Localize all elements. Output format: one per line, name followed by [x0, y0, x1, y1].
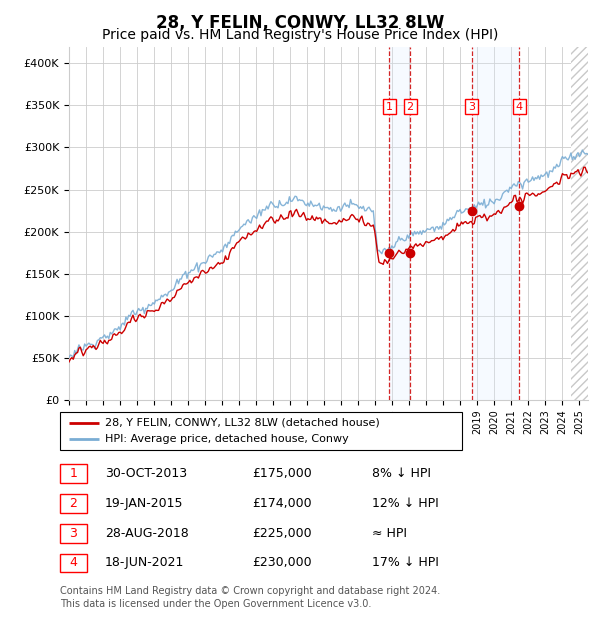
Text: 28, Y FELIN, CONWY, LL32 8LW: 28, Y FELIN, CONWY, LL32 8LW [156, 14, 444, 32]
Text: 8% ↓ HPI: 8% ↓ HPI [372, 467, 431, 480]
Text: 1: 1 [70, 467, 77, 480]
Text: £225,000: £225,000 [252, 527, 311, 539]
Text: 12% ↓ HPI: 12% ↓ HPI [372, 497, 439, 510]
Text: HPI: Average price, detached house, Conwy: HPI: Average price, detached house, Conw… [105, 434, 349, 444]
Text: Price paid vs. HM Land Registry's House Price Index (HPI): Price paid vs. HM Land Registry's House … [102, 28, 498, 42]
Text: 30-OCT-2013: 30-OCT-2013 [105, 467, 187, 480]
Text: £174,000: £174,000 [252, 497, 311, 510]
Text: 2: 2 [407, 102, 414, 112]
Text: 4: 4 [515, 102, 523, 112]
Text: 2: 2 [70, 497, 77, 510]
Text: 18-JUN-2021: 18-JUN-2021 [105, 557, 184, 569]
Text: 3: 3 [468, 102, 475, 112]
Text: 28-AUG-2018: 28-AUG-2018 [105, 527, 189, 539]
Text: £175,000: £175,000 [252, 467, 312, 480]
Bar [571, 46, 588, 400]
Text: 4: 4 [70, 557, 77, 569]
Text: 3: 3 [70, 527, 77, 539]
Text: 1: 1 [386, 102, 393, 112]
Text: ≈ HPI: ≈ HPI [372, 527, 407, 539]
Text: Contains HM Land Registry data © Crown copyright and database right 2024.
This d: Contains HM Land Registry data © Crown c… [60, 586, 440, 609]
Text: 17% ↓ HPI: 17% ↓ HPI [372, 557, 439, 569]
Text: 28, Y FELIN, CONWY, LL32 8LW (detached house): 28, Y FELIN, CONWY, LL32 8LW (detached h… [105, 418, 380, 428]
Text: £230,000: £230,000 [252, 557, 311, 569]
Bar [472, 46, 519, 400]
Bar [389, 46, 410, 400]
Text: 19-JAN-2015: 19-JAN-2015 [105, 497, 184, 510]
Bar [571, 46, 588, 400]
